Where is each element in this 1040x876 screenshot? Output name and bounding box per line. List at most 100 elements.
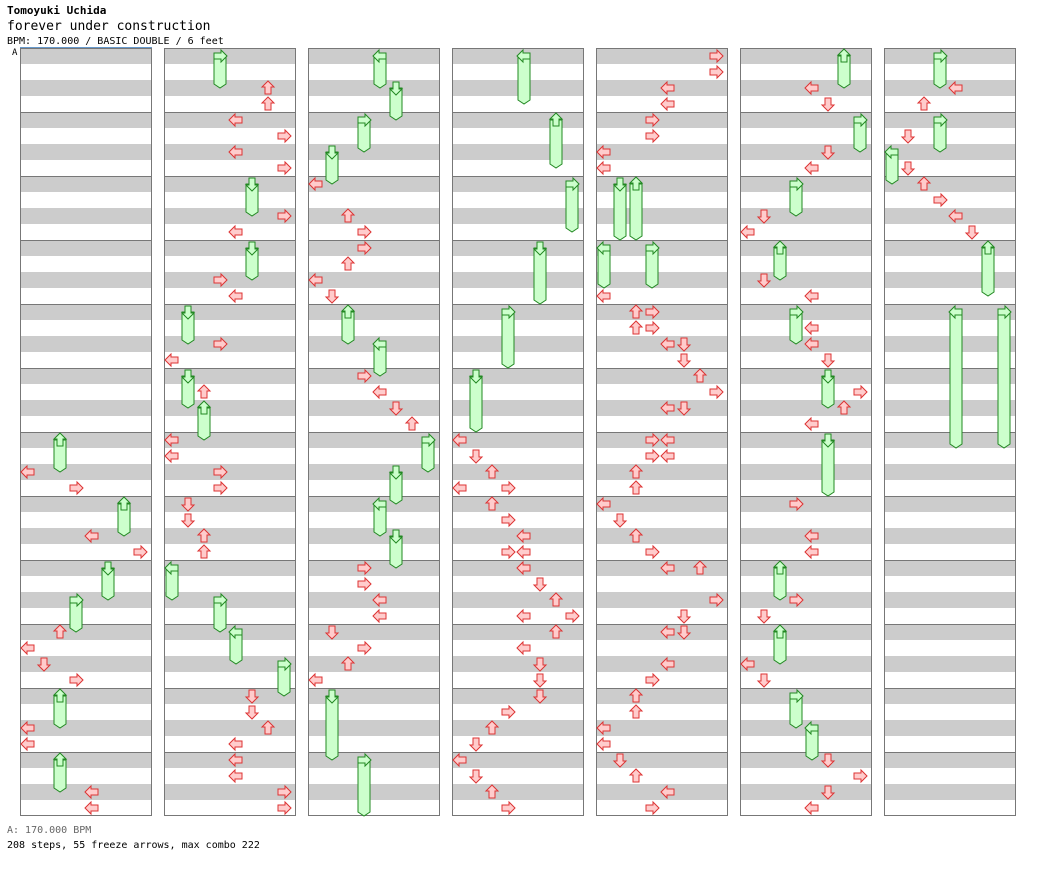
left-arrow-icon xyxy=(516,544,531,560)
freeze-up-arrow-icon xyxy=(52,752,68,767)
freeze-arrow-tail xyxy=(277,663,291,697)
beat-stripe xyxy=(308,176,440,192)
right-arrow-icon xyxy=(645,544,660,560)
panel-border xyxy=(308,48,440,816)
freeze-arrow-tail xyxy=(69,599,83,633)
beat-stripe xyxy=(20,752,152,768)
up-arrow-icon xyxy=(340,656,356,671)
left-arrow-icon xyxy=(372,384,387,400)
left-arrow-icon xyxy=(516,608,531,624)
chart-panel xyxy=(740,48,872,816)
freeze-up-arrow-icon xyxy=(196,400,212,415)
beat-stripe xyxy=(596,208,728,224)
beat-stripe xyxy=(452,688,584,704)
beat-stripe xyxy=(452,176,584,192)
freeze-down-arrow-icon xyxy=(388,81,404,96)
left-arrow-icon xyxy=(804,288,819,304)
freeze-right-arrow-icon xyxy=(789,176,804,192)
up-arrow-icon xyxy=(628,320,644,335)
up-arrow-icon xyxy=(484,464,500,479)
beat-stripe xyxy=(740,592,872,608)
left-arrow-icon xyxy=(596,144,611,160)
beat-stripe xyxy=(308,240,440,256)
freeze-down-arrow-icon xyxy=(388,465,404,480)
beat-stripe xyxy=(740,176,872,192)
beat-stripe xyxy=(596,272,728,288)
freeze-arrow-tail xyxy=(469,375,483,433)
down-arrow-icon xyxy=(532,657,548,672)
beat-stripe xyxy=(164,464,296,480)
freeze-left-arrow-icon xyxy=(372,48,387,64)
beat-stripe xyxy=(308,720,440,736)
up-arrow-icon xyxy=(340,208,356,223)
beat-stripe xyxy=(452,144,584,160)
up-arrow-icon xyxy=(196,544,212,559)
left-arrow-icon xyxy=(308,272,323,288)
beat-stripe xyxy=(308,688,440,704)
beat-stripe xyxy=(164,48,296,64)
beat-stripe xyxy=(308,752,440,768)
beat-stripe xyxy=(452,208,584,224)
freeze-arrow-tail xyxy=(613,183,627,241)
up-arrow-icon xyxy=(484,784,500,799)
freeze-arrow-tail xyxy=(773,631,787,665)
beat-stripe xyxy=(164,400,296,416)
chart-panel xyxy=(884,48,1016,816)
panel-border xyxy=(596,48,728,816)
left-arrow-icon xyxy=(228,288,243,304)
up-arrow-icon xyxy=(628,704,644,719)
right-arrow-icon xyxy=(277,160,292,176)
right-arrow-icon xyxy=(277,784,292,800)
freeze-arrow-tail xyxy=(245,183,259,217)
down-arrow-icon xyxy=(532,689,548,704)
beat-stripe xyxy=(20,304,152,320)
freeze-arrow-tail xyxy=(501,311,515,369)
left-arrow-icon xyxy=(660,432,675,448)
down-arrow-icon xyxy=(612,753,628,768)
freeze-right-arrow-icon xyxy=(789,688,804,704)
freeze-arrow-tail xyxy=(853,119,867,153)
freeze-arrow-tail xyxy=(389,471,403,505)
left-arrow-icon xyxy=(308,176,323,192)
up-arrow-icon xyxy=(628,768,644,783)
down-arrow-icon xyxy=(324,289,340,304)
beat-stripe xyxy=(164,336,296,352)
down-arrow-icon xyxy=(324,625,340,640)
freeze-arrow-tail xyxy=(181,375,195,409)
left-arrow-icon xyxy=(84,800,99,816)
right-arrow-icon xyxy=(501,512,516,528)
left-arrow-icon xyxy=(452,480,467,496)
down-arrow-icon xyxy=(756,209,772,224)
beat-stripe xyxy=(164,240,296,256)
down-arrow-icon xyxy=(468,737,484,752)
right-arrow-icon xyxy=(933,192,948,208)
right-arrow-icon xyxy=(501,480,516,496)
beat-stripe xyxy=(164,688,296,704)
freeze-arrow-tail xyxy=(53,759,67,793)
down-arrow-icon xyxy=(820,753,836,768)
beat-stripe xyxy=(596,240,728,256)
beat-stripe xyxy=(164,592,296,608)
freeze-arrow-tail xyxy=(373,343,387,377)
left-arrow-icon xyxy=(804,336,819,352)
freeze-right-arrow-icon xyxy=(933,112,948,128)
up-arrow-icon xyxy=(484,720,500,735)
right-arrow-icon xyxy=(277,208,292,224)
right-arrow-icon xyxy=(357,240,372,256)
down-arrow-icon xyxy=(180,497,196,512)
beat-stripe xyxy=(20,720,152,736)
freeze-up-arrow-icon xyxy=(628,176,644,191)
up-arrow-icon xyxy=(340,256,356,271)
beat-stripe xyxy=(452,400,584,416)
beat-stripe xyxy=(164,496,296,512)
beat-stripe xyxy=(164,208,296,224)
down-arrow-icon xyxy=(964,225,980,240)
bpm-marker-label: A xyxy=(12,48,18,58)
beat-stripe xyxy=(164,368,296,384)
beat-stripe xyxy=(596,496,728,512)
chart-panel xyxy=(308,48,440,816)
up-arrow-icon xyxy=(548,592,564,607)
left-arrow-icon xyxy=(372,592,387,608)
panel-border xyxy=(20,48,152,816)
freeze-arrow-tail xyxy=(101,567,115,601)
